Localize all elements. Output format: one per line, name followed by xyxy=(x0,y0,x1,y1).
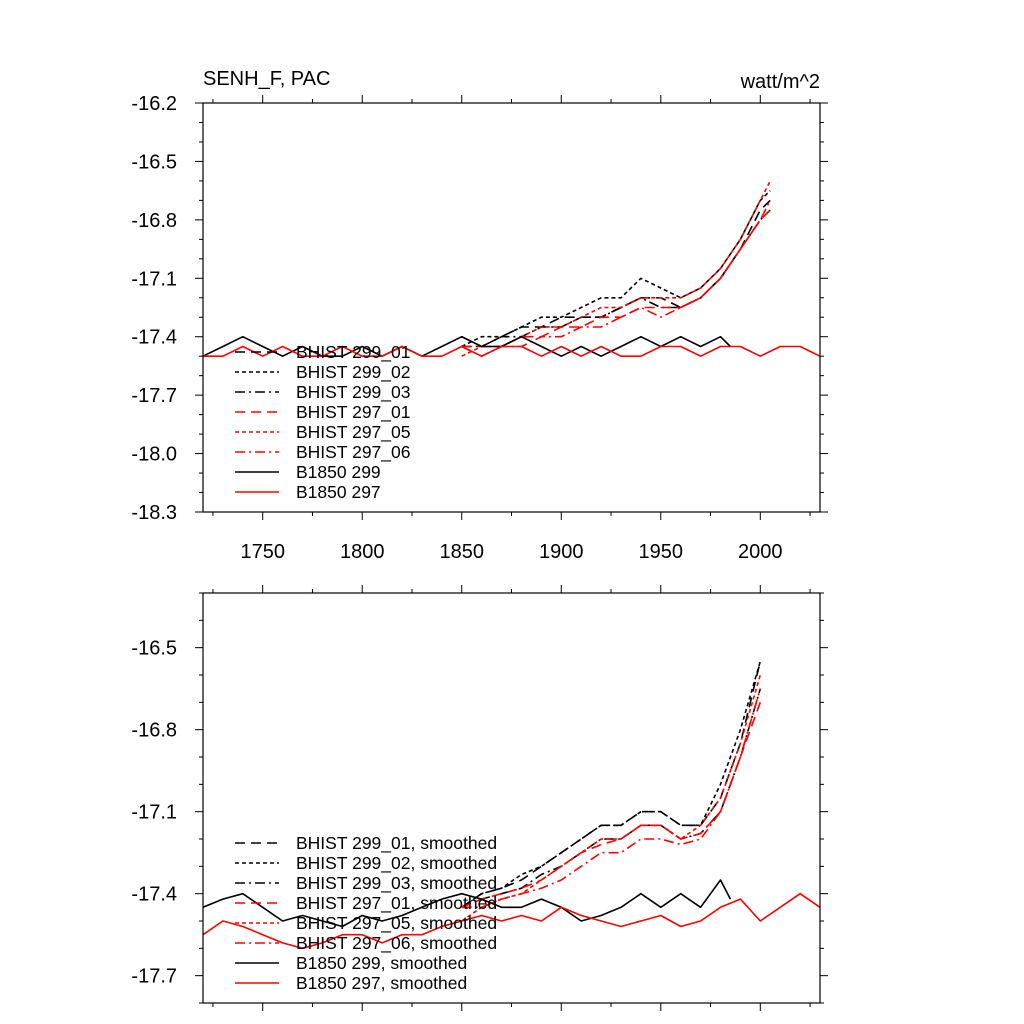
legend-entry: B1850 299 xyxy=(296,462,381,482)
legend-entry: BHIST 297_05 xyxy=(296,422,410,443)
y-tick-label: -17.7 xyxy=(131,385,177,407)
legend-entry: BHIST 299_03, smoothed xyxy=(296,873,497,894)
legend-entry: BHIST 297_05, smoothed xyxy=(296,913,497,934)
series-line-5 xyxy=(461,180,771,357)
legend-entry: BHIST 297_01, smoothed xyxy=(296,893,497,914)
series-line-4 xyxy=(461,209,771,348)
series-line-3 xyxy=(461,688,762,909)
legend-entry: BHIST 299_02, smoothed xyxy=(296,853,497,874)
y-tick-label: -18.3 xyxy=(131,502,177,524)
x-tick-label: 1750 xyxy=(240,541,285,563)
legend-entry: BHIST 297_01 xyxy=(296,402,410,423)
top-panel: 1750 1800 1850 1900 1950 2000 -18.3 -18.0 -17.7 -… xyxy=(131,68,828,563)
legend-entry: BHIST 299_01 xyxy=(296,342,410,363)
x-tick-label: 1800 xyxy=(340,541,385,563)
y-tick-label: -17.4 xyxy=(131,327,177,349)
series-line-8 xyxy=(202,892,821,950)
y-tick-label: -17.1 xyxy=(131,802,177,824)
y-tick-label: -17.7 xyxy=(131,966,177,988)
legend-entry: B1850 297 xyxy=(296,482,381,502)
legend-entry: B1850 299, smoothed xyxy=(296,953,467,973)
y-tick-label: -16.2 xyxy=(131,93,177,115)
legend-entry: BHIST 299_02 xyxy=(296,362,410,383)
series-line-2 xyxy=(461,190,771,348)
legend-entry: B1850 297, smoothed xyxy=(296,973,467,993)
y-tick-label: -16.5 xyxy=(131,638,177,660)
y-tick-label: -16.8 xyxy=(131,720,177,742)
series-line-1 xyxy=(461,661,762,908)
legend-entry: BHIST 297_06, smoothed xyxy=(296,933,497,954)
x-tick-label: 2000 xyxy=(738,541,783,563)
y-tick-label: -17.1 xyxy=(131,268,177,290)
bottom-panel: -17.7 -17.4 -17.1 -16.8 -16.5 BHIST 299_01, s… xyxy=(131,585,828,1011)
units-label: watt/m^2 xyxy=(740,71,820,93)
series-line-2 xyxy=(461,661,762,908)
x-tick-label: 1900 xyxy=(539,541,584,563)
x-tick-label: 1850 xyxy=(439,541,484,563)
y-tick-label: -18.0 xyxy=(131,444,177,466)
series-line-6 xyxy=(461,688,762,909)
series-line-4 xyxy=(461,702,762,909)
y-tick-label: -16.5 xyxy=(131,151,177,173)
series-line-8 xyxy=(203,345,821,358)
series-line-7 xyxy=(202,879,732,928)
legend-entry: BHIST 299_03 xyxy=(296,382,410,403)
x-tick-label: 1950 xyxy=(639,541,684,563)
y-tick-label: -17.4 xyxy=(131,884,177,906)
legend-entry: BHIST 297_06 xyxy=(296,442,410,463)
series-line-5 xyxy=(461,674,762,922)
y-tick-label: -16.8 xyxy=(131,210,177,232)
legend-entry: BHIST 299_01, smoothed xyxy=(296,833,497,854)
chart-title: SENH_F, PAC xyxy=(203,68,330,90)
series-line-3 xyxy=(461,209,771,348)
